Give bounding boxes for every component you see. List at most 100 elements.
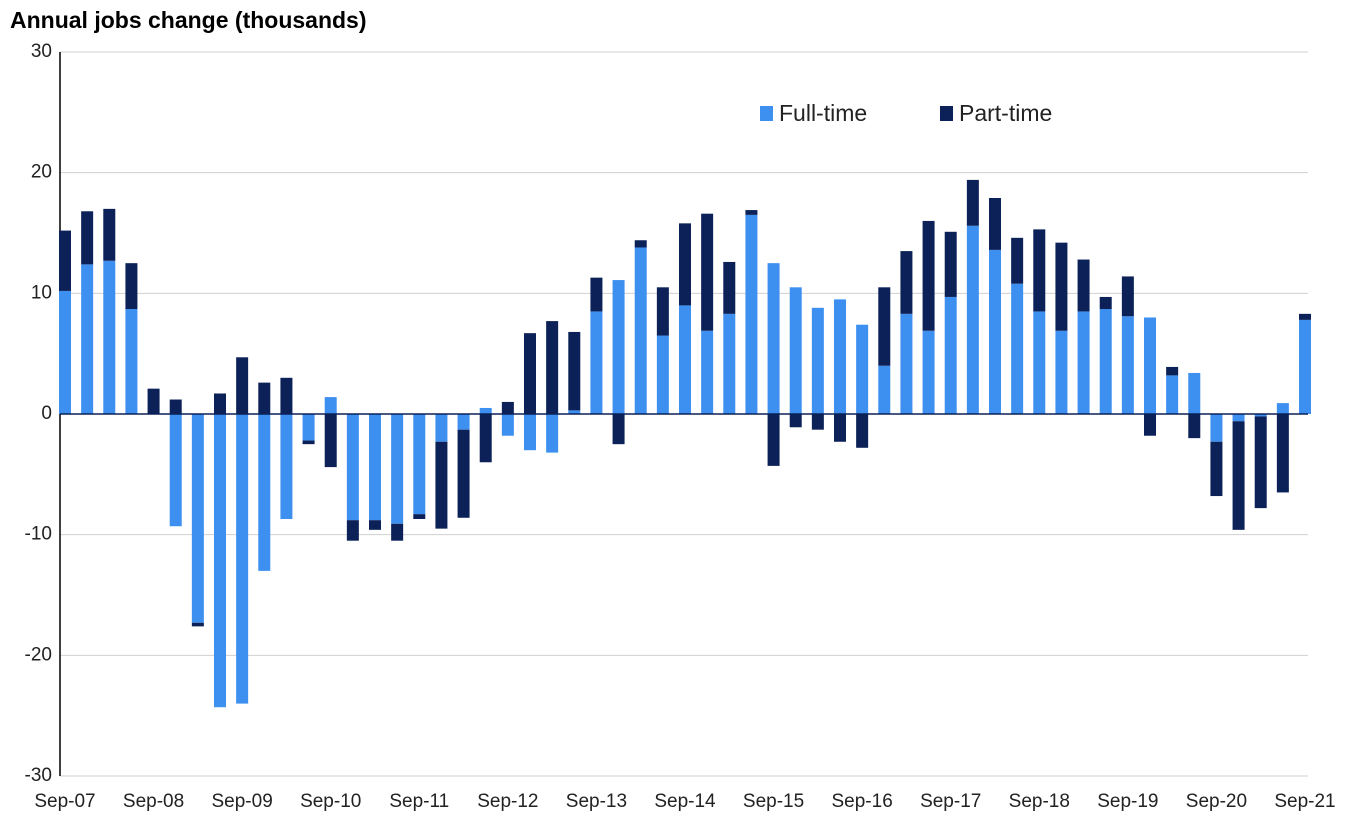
bar [989, 198, 1001, 250]
bar [701, 330, 714, 414]
bar [1144, 317, 1156, 414]
bar [590, 277, 603, 312]
bar [324, 414, 337, 468]
bar [1254, 416, 1267, 509]
bar [479, 407, 492, 414]
bar [258, 382, 271, 414]
legend-label: Full-time [779, 100, 867, 126]
bar [236, 357, 249, 414]
bar [103, 208, 116, 261]
bar [878, 365, 891, 414]
bar [1055, 242, 1068, 331]
bar [1254, 414, 1267, 417]
bar [1166, 375, 1179, 414]
x-tick-label: Sep-12 [477, 791, 538, 812]
bar [302, 414, 315, 441]
bar [546, 414, 559, 453]
bar [125, 263, 138, 310]
bar [612, 414, 625, 445]
bar [1033, 229, 1046, 312]
bar [1121, 316, 1134, 414]
bar [1299, 319, 1311, 414]
y-tick-label: 10 [31, 282, 52, 303]
bar [634, 247, 647, 414]
bar [1099, 309, 1112, 414]
x-tick-label: Sep-19 [1097, 791, 1158, 812]
bar [103, 260, 116, 414]
bar [767, 414, 780, 466]
bar [856, 324, 869, 414]
bar [944, 231, 957, 297]
y-tick-label: -30 [25, 765, 52, 786]
x-tick-label: Sep-13 [566, 791, 627, 812]
x-tick-label: Sep-15 [743, 791, 804, 812]
bar [922, 220, 935, 331]
bar [811, 414, 824, 430]
bar [1232, 421, 1245, 530]
legend-label: Part-time [959, 100, 1052, 126]
bar [1299, 313, 1311, 320]
bar [169, 399, 182, 414]
bar [125, 309, 138, 414]
bar [656, 287, 669, 336]
bar [324, 397, 337, 414]
bar [568, 410, 581, 414]
bar [391, 414, 404, 524]
bar [1276, 403, 1289, 414]
bar [1276, 414, 1289, 493]
x-tick-label: Sep-21 [1274, 791, 1335, 812]
bar [989, 249, 1001, 414]
bar [302, 440, 315, 445]
bar [767, 263, 780, 414]
bar [1144, 414, 1156, 436]
bar [457, 429, 470, 518]
bar [1033, 311, 1046, 414]
bar [1055, 330, 1068, 414]
bar [1011, 237, 1024, 284]
bar [966, 225, 979, 414]
x-tick-label: Sep-16 [832, 791, 893, 812]
bar [524, 414, 536, 451]
bar [834, 299, 846, 414]
bar [922, 330, 935, 414]
bar [1011, 283, 1024, 414]
bar [1210, 414, 1223, 442]
bar [59, 290, 71, 414]
bar [745, 214, 758, 414]
bar [457, 414, 470, 430]
bar [612, 280, 625, 414]
bar [501, 414, 514, 436]
bar [811, 307, 824, 414]
legend-swatch [940, 106, 953, 121]
legend-swatch [760, 106, 773, 121]
bar [479, 414, 492, 463]
bar [191, 414, 204, 623]
bar [501, 401, 514, 414]
bar [346, 520, 359, 541]
bar [413, 414, 426, 515]
bar [944, 296, 957, 414]
x-tick-label: Sep-08 [123, 791, 184, 812]
bar [1188, 414, 1201, 439]
y-tick-label: -20 [25, 644, 52, 665]
bar [568, 331, 581, 411]
bar [191, 622, 204, 627]
bar [280, 377, 293, 414]
bar [1232, 414, 1245, 422]
bar [701, 213, 714, 331]
bar [1121, 276, 1134, 317]
bar [856, 414, 869, 448]
bar [966, 179, 979, 226]
bar [1099, 296, 1112, 310]
bar [369, 520, 381, 530]
bar [789, 287, 802, 414]
bar [346, 414, 359, 521]
x-tick-label: Sep-07 [34, 791, 95, 812]
bar [258, 414, 271, 571]
bar [1077, 311, 1090, 414]
bar [679, 305, 691, 414]
bar [1077, 259, 1090, 312]
bar [524, 333, 536, 414]
y-tick-label: 30 [31, 41, 52, 62]
x-tick-label: Sep-17 [920, 791, 981, 812]
